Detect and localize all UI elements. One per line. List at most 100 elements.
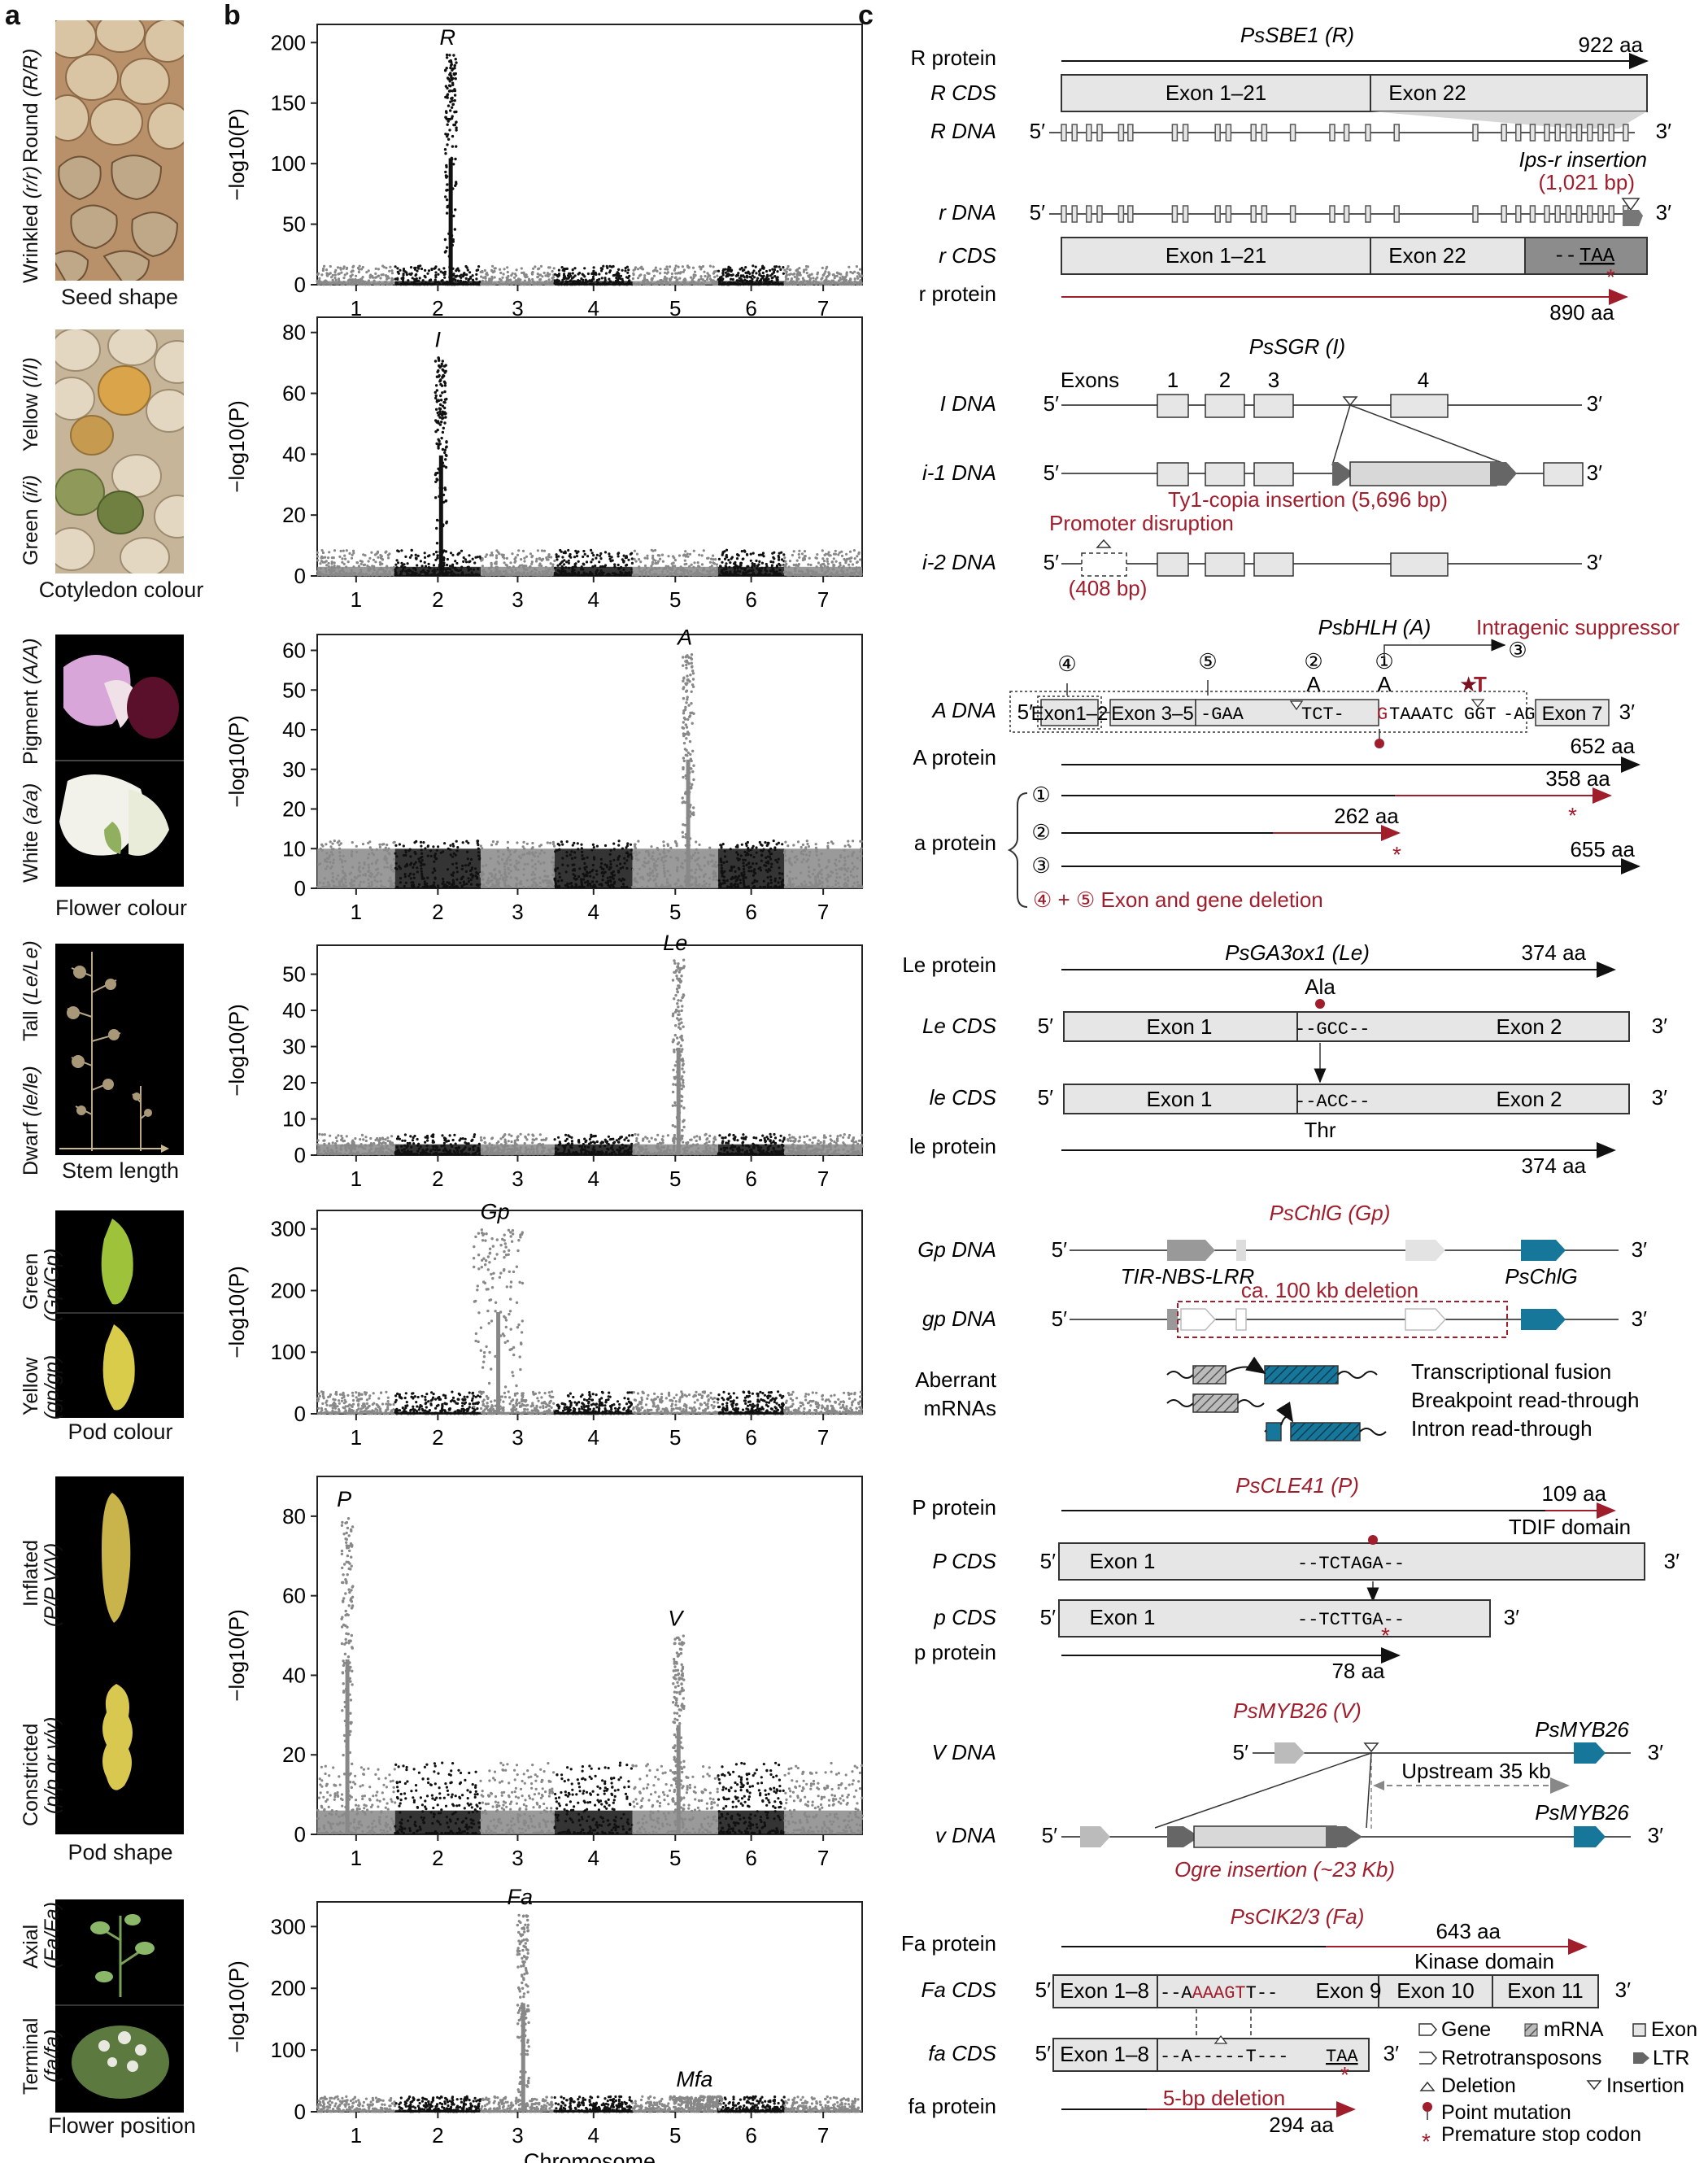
legend-point-mutation-icon	[1423, 2102, 1432, 2112]
a-protein-3-length: 655 aa	[1570, 837, 1635, 861]
x-tick-label: 3	[512, 296, 523, 321]
dna-exon-tick	[1515, 124, 1522, 142]
y-tick-label: 200	[271, 1976, 306, 2000]
I-dna-5prime: 5′	[1044, 391, 1059, 416]
dna-exon-tick	[1608, 124, 1614, 142]
dna-exon-tick	[1529, 124, 1536, 142]
legend-stop: Premature stop codon	[1441, 2123, 1641, 2146]
peak-V: V	[668, 1607, 686, 1834]
v-ogre-label: Ogre insertion (~23 Kb)	[1174, 1857, 1395, 1882]
pod-shape-top-label-1: Inflated	[20, 1539, 42, 1607]
flower-position-photo	[55, 1899, 184, 2113]
fa-5bp-deletion: 5-bp deletion	[1163, 2086, 1285, 2110]
y-tick-label: 80	[282, 1504, 306, 1528]
p-protein-length: 78 aa	[1331, 1659, 1385, 1683]
R-cds-label: R CDS	[930, 81, 997, 105]
stem-length-image	[55, 944, 184, 1155]
dna-exon-tick	[1623, 124, 1629, 142]
dna-exon-tick	[1061, 124, 1067, 142]
x-tick-label: 4	[588, 2123, 599, 2148]
plot-noise-points	[316, 1390, 863, 1415]
Le-cds-exon2: Exon 2	[1497, 1014, 1562, 1039]
y-axis-label: −log10(P)	[224, 1004, 249, 1096]
stem-top-label: Tall (Le/Le)	[20, 940, 42, 1041]
x-tick-label: 7	[817, 587, 829, 612]
R-insertion-size: (1,021 bp)	[1538, 170, 1635, 194]
y-tick-label: 100	[271, 1340, 306, 1364]
x-tick-label: 6	[745, 587, 756, 612]
x-tick-label: 4	[588, 296, 599, 321]
i2-dna-label: i-2 DNA	[922, 550, 996, 574]
manhattan-plot-4: Le 0 10 20 30 40 50 1 2 3 4 5 6 7 −log10(P)	[224, 931, 864, 1191]
panel-letter-b: b	[224, 0, 241, 31]
A-circle-5: ⑤	[1198, 649, 1217, 674]
dna-exon-tick	[1096, 205, 1103, 223]
r-cds-dashes: --	[1553, 246, 1577, 268]
y-tick-label: 30	[282, 1035, 306, 1059]
manhattan-plot-7: Fa Mfa 0 100 200 300 1 2 3 4 5 6 7 −log10(P) Chromosom…	[224, 1885, 863, 2163]
R-cds-box	[1061, 74, 1648, 112]
pod-shape-bottom-label-1: Constricted	[20, 1723, 42, 1826]
I-exons-label: Exons	[1061, 368, 1119, 392]
x-tick-label: 5	[669, 1425, 681, 1450]
A-dna-3prime: 3′	[1619, 700, 1635, 724]
x-tick-label: 1	[351, 296, 362, 321]
plot-noise-points	[316, 1761, 864, 1835]
flower-pos-bottom-label-1: Terminal	[20, 2017, 42, 2095]
y-tick-label: 50	[282, 212, 306, 237]
V-dna-label: V DNA	[932, 1740, 996, 1764]
dna-exon-tick	[1127, 124, 1134, 142]
x-tick-label: 6	[745, 900, 756, 924]
p-cds-seq: --TCTTGA--	[1297, 1610, 1405, 1630]
seed-shape-image	[55, 20, 184, 281]
A-suppressor-star: ★	[1459, 672, 1478, 696]
plot-frame	[316, 24, 863, 286]
Gp-dna-label: Gp DNA	[917, 1237, 996, 1262]
seed-shape-bottom-label: Wrinkled (r/r)	[20, 166, 42, 283]
dna-exon-tick	[1225, 124, 1232, 142]
x-tick-label: 2	[432, 296, 443, 321]
legend-gene: Gene	[1441, 2018, 1491, 2041]
dna-exon-tick	[1597, 205, 1604, 223]
Fa-protein-label: Fa protein	[901, 1931, 996, 1956]
dna-exon-tick	[1565, 205, 1572, 223]
Le-cds-5prime: 5′	[1038, 1014, 1053, 1038]
a-protein-circle-1: ①	[1031, 783, 1050, 807]
legend-gene-icon	[1418, 2023, 1437, 2036]
flower-caption: Flower colour	[54, 896, 188, 920]
x-tick-label: 3	[512, 900, 523, 924]
fa-cds-seq: --A-----T---	[1160, 2047, 1288, 2067]
Fa-cds-ex18: Exon 1–8	[1060, 1978, 1149, 2003]
A-seq-3: G	[1377, 704, 1388, 725]
Fa-cds-label: Fa CDS	[922, 1978, 997, 2002]
flower-bottom-label: White (a/a)	[20, 783, 42, 883]
legend-insertion: Insertion	[1606, 2074, 1684, 2097]
Le-cds-exon1: Exon 1	[1147, 1014, 1213, 1039]
plot-frame	[316, 1210, 863, 1415]
Le-cds-seq: --GCC--	[1295, 1019, 1370, 1040]
p-cds-5prime: 5′	[1040, 1605, 1056, 1629]
R-protein-label: R protein	[911, 46, 997, 70]
x-tick-label: 5	[669, 900, 681, 924]
dna-exon-tick	[1554, 205, 1561, 223]
y-axis-label: −log10(P)	[224, 1609, 249, 1701]
y-tick-label: 200	[271, 30, 306, 55]
y-tick-label: 50	[282, 678, 306, 702]
y-tick-label: 30	[282, 757, 306, 782]
x-tick-label: 3	[512, 1846, 523, 1870]
y-axis-label: −log10(P)	[224, 1266, 249, 1358]
Fa-protein-length: 643 aa	[1436, 1919, 1501, 1943]
gp-fusion-label: Transcriptional fusion	[1411, 1359, 1611, 1384]
Gp-chlg-gene	[1521, 1240, 1566, 1261]
y-tick-label: 10	[282, 836, 306, 861]
A-seq-6: -AG	[1503, 704, 1536, 725]
y-tick-label: 300	[271, 1914, 306, 1938]
pod-colour-bottom-label-1: Yellow	[20, 1357, 42, 1415]
stem-caption: Stem length	[61, 1158, 180, 1183]
i2-dna-5prime: 5′	[1044, 550, 1059, 574]
Le-cds-3prime: 3′	[1652, 1014, 1667, 1038]
y-tick-label: 10	[282, 1107, 306, 1132]
x-tick-label: 1	[351, 900, 362, 924]
peak-label: P	[337, 1487, 351, 1511]
R-cds-exon-b: Exon 22	[1388, 81, 1466, 105]
